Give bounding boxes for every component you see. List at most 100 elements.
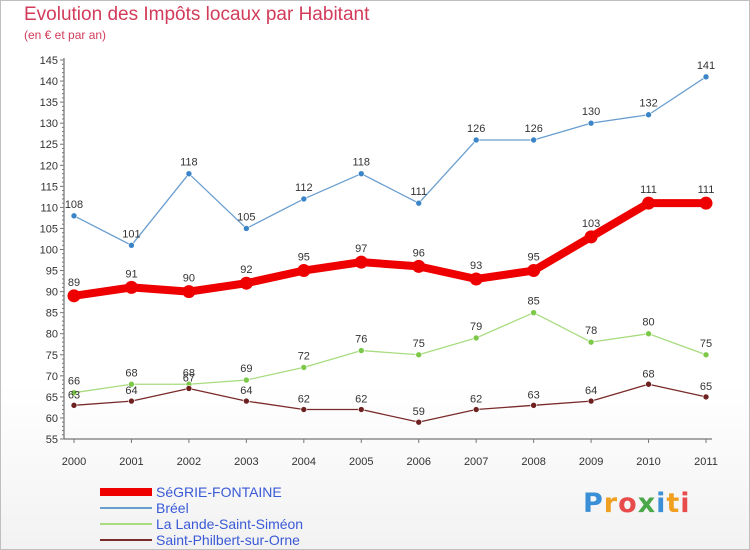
data-point (243, 376, 250, 384)
data-label: 130 (582, 106, 600, 118)
data-label: 63 (68, 389, 80, 401)
data-point (185, 385, 193, 392)
data-label: 78 (585, 325, 597, 337)
data-point (642, 196, 656, 210)
data-label: 59 (413, 406, 425, 418)
chart-axes: 55 60 65 70 75 80 85 90 95 100 105 110 115 120 125 130 1… (40, 55, 718, 468)
x-tick-label: 2007 (464, 456, 488, 468)
data-point (702, 73, 710, 81)
data-point (67, 289, 81, 303)
data-label: 69 (240, 363, 252, 375)
x-tick-label: 2010 (636, 456, 660, 468)
data-point (415, 351, 423, 359)
y-tick-label: 80 (46, 329, 58, 341)
data-label: 75 (413, 338, 425, 350)
y-tick-label: 90 (46, 287, 58, 299)
data-label: 126 (467, 123, 485, 135)
data-point (645, 380, 652, 388)
data-label: 72 (298, 350, 310, 362)
x-tick-label: 2005 (349, 456, 373, 468)
logo-letter: t (666, 488, 681, 519)
series-line (73, 312, 707, 394)
data-point (239, 276, 253, 290)
y-tick-label: 55 (46, 434, 58, 446)
legend-item: Saint-Philbert-sur-Orne (100, 532, 400, 548)
data-label: 103 (582, 218, 600, 230)
data-label: 91 (125, 268, 137, 280)
data-point (354, 255, 368, 269)
data-label: 93 (470, 260, 482, 272)
logo-letter: i (680, 488, 691, 519)
data-label: 96 (413, 247, 425, 259)
data-point (128, 397, 135, 405)
data-label: 111 (410, 186, 427, 198)
x-tick-label: 2004 (292, 456, 316, 468)
data-point (243, 225, 250, 232)
data-point (70, 402, 78, 409)
data-label: 64 (125, 385, 137, 397)
data-point (702, 393, 710, 401)
x-tick-label: 2011 (694, 456, 718, 468)
data-point (124, 280, 138, 294)
series-lines (70, 76, 710, 423)
logo-letter: i (656, 488, 667, 519)
data-point (587, 338, 595, 346)
data-label: 95 (528, 252, 540, 264)
data-point (530, 309, 537, 316)
data-label: 105 (237, 211, 255, 223)
data-point (128, 380, 135, 388)
data-label: 85 (528, 296, 540, 308)
legend-label: Bréel (156, 500, 189, 516)
data-point (182, 285, 196, 299)
y-tick-label: 70 (46, 371, 58, 383)
logo-letter: P (583, 488, 604, 519)
data-label: 92 (240, 264, 252, 276)
data-point (415, 418, 423, 426)
data-label: 62 (298, 394, 310, 406)
x-tick-label: 2001 (119, 456, 143, 468)
x-tick-label: 2000 (62, 456, 86, 468)
data-point (300, 364, 308, 371)
y-tick-label: 125 (40, 139, 58, 151)
legend-item: SéGRIE-FONTAINE (100, 484, 400, 500)
data-point (472, 136, 480, 144)
y-tick-label: 60 (46, 413, 58, 425)
data-point (472, 334, 480, 342)
y-tick-label: 75 (46, 350, 58, 362)
data-point (297, 264, 311, 278)
legend-item: La Lande-Saint-Siméon (100, 516, 400, 532)
data-label: 65 (700, 381, 712, 393)
data-point (587, 119, 595, 127)
data-point (128, 241, 135, 249)
y-tick-label: 115 (40, 181, 58, 193)
data-label: 62 (355, 394, 367, 406)
legend-swatch (100, 507, 152, 509)
data-label: 108 (65, 199, 83, 211)
series-line (70, 199, 710, 300)
logo-letter: o (618, 488, 638, 519)
x-tick-label: 2008 (521, 456, 545, 468)
data-point (530, 136, 537, 144)
data-labels: 89 91 90 92 95 97 96 93 95 103 111 111 108 101 118 105 1… (65, 60, 715, 418)
data-point (70, 389, 78, 396)
data-label: 68 (183, 367, 195, 379)
data-label: 76 (355, 334, 367, 346)
data-point (472, 406, 480, 413)
legend-swatch (100, 539, 152, 541)
data-label: 63 (528, 389, 540, 401)
data-point (645, 330, 652, 338)
data-label: 126 (524, 123, 542, 135)
logo-letter: r (603, 488, 619, 519)
data-label: 89 (68, 277, 80, 289)
legend-label: La Lande-Saint-Siméon (156, 516, 304, 532)
data-label: 101 (122, 228, 140, 240)
x-tick-label: 2002 (177, 456, 201, 468)
data-label: 75 (700, 338, 712, 350)
logo-letter: x (637, 488, 657, 519)
data-point (587, 397, 595, 405)
legend-item: Bréel (100, 500, 400, 516)
legend-label: SéGRIE-FONTAINE (156, 484, 282, 500)
chart-title: Evolution des Impôts locaux par Habitant (24, 4, 370, 25)
legend-swatch (100, 488, 152, 496)
